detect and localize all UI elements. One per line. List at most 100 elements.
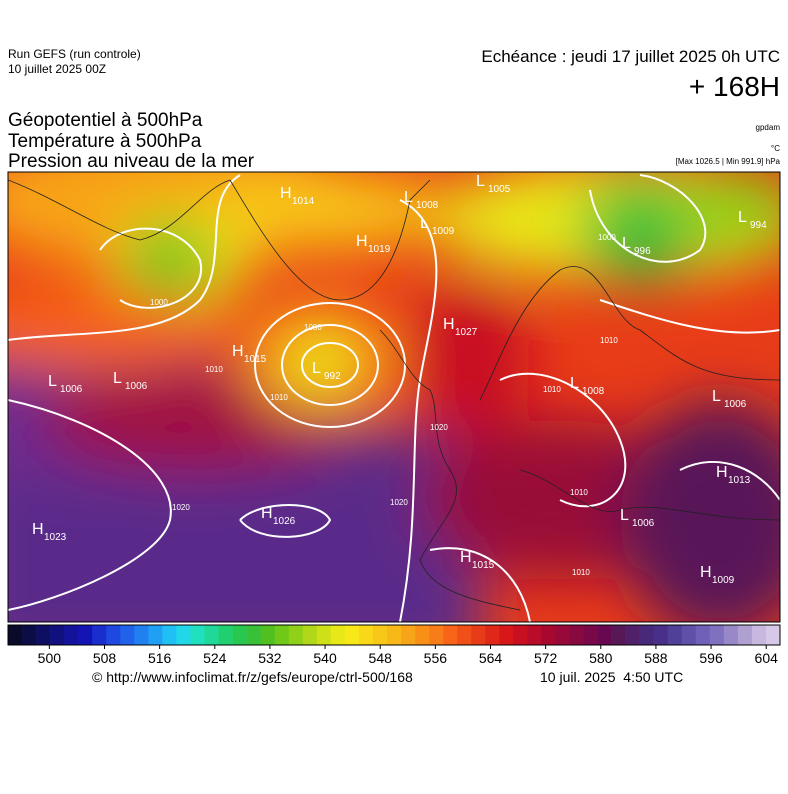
colorbar-swatch	[583, 625, 598, 645]
isobar-label: 1010	[205, 365, 223, 374]
pressure-center-value: 994	[750, 220, 767, 231]
pressure-center-letter: L	[712, 388, 721, 405]
pressure-center-letter: L	[476, 173, 485, 190]
pressure-center-value: 1008	[582, 386, 605, 397]
pressure-center-letter: L	[622, 235, 631, 252]
colorbar-swatch	[190, 625, 205, 645]
pressure-center-value: 1015	[472, 560, 495, 571]
colorbar-swatch	[471, 625, 486, 645]
colorbar-swatch	[513, 625, 528, 645]
pressure-center-letter: H	[716, 464, 728, 481]
colorbar-swatch	[204, 625, 219, 645]
colorbar-tick-label: 540	[313, 650, 337, 666]
isobar-label: 1010	[572, 568, 590, 577]
colorbar-swatch	[667, 625, 683, 645]
map	[8, 172, 780, 622]
pressure-center-value: 1009	[432, 226, 455, 237]
colorbar-tick-label: 516	[148, 650, 172, 666]
colorbar-swatch	[232, 625, 247, 645]
run-date: 10 juillet 2025 00Z	[8, 62, 106, 76]
pressure-center-value: 1019	[368, 244, 391, 255]
unit: [Max 1026.5 | Min 991.9] hPa	[676, 157, 781, 166]
isobar-label: 1010	[570, 488, 588, 497]
colorbar-swatch	[401, 625, 416, 645]
pressure-center-letter: H	[280, 185, 292, 202]
pressure-center-value: 1008	[416, 200, 439, 211]
colorbar-swatch	[218, 625, 233, 645]
colorbar-swatch	[485, 625, 500, 645]
colorbar-tick-label: 604	[755, 650, 779, 666]
colorbar-swatch	[737, 625, 753, 645]
pressure-center-value: 1013	[728, 475, 751, 486]
colorbar-swatch	[22, 625, 37, 645]
colorbar-swatch	[415, 625, 430, 645]
colorbar-swatch	[555, 625, 570, 645]
colorbar-swatch	[527, 625, 542, 645]
isobar-label: 1020	[430, 423, 448, 432]
colorbar-swatch	[723, 625, 739, 645]
colorbar-tick-label: 564	[479, 650, 503, 666]
pressure-center-value: 1023	[44, 532, 67, 543]
colorbar-swatch	[302, 625, 318, 645]
colorbar-swatch	[344, 625, 360, 645]
colorbar-swatch	[288, 625, 304, 645]
isobar-label: 1020	[390, 498, 408, 507]
run-label: Run GEFS (run controle)	[8, 47, 141, 61]
pressure-center-letter: H	[700, 564, 712, 581]
pressure-center-value: 1014	[292, 196, 315, 207]
pressure-center-letter: L	[312, 360, 321, 377]
unit: °C	[771, 144, 780, 153]
pressure-center-letter: L	[738, 209, 747, 226]
pressure-center-letter: L	[420, 215, 429, 232]
colorbar-swatch	[330, 625, 346, 645]
pressure-center-value: 1006	[60, 384, 83, 395]
pressure-center-value: 992	[324, 371, 341, 382]
colorbar-tick-label: 508	[93, 650, 117, 666]
isobar-label: 1010	[600, 336, 618, 345]
footer-url: © http://www.infoclimat.fr/z/gefs/europe…	[92, 669, 413, 685]
colorbar-tick-label: 532	[258, 650, 282, 666]
echeance: Echéance : jeudi 17 juillet 2025 0h UTC	[481, 47, 780, 66]
title: Température à 500hPa	[8, 131, 202, 152]
colorbar-swatch	[681, 625, 697, 645]
footer-generated: 10 juil. 2025 4:50 UTC	[540, 669, 683, 685]
pressure-center-letter: H	[261, 505, 273, 522]
colorbar-swatch	[625, 625, 640, 645]
pressure-center-value: 1009	[712, 575, 735, 586]
colorbar-swatch	[457, 625, 472, 645]
colorbar-tick-label: 548	[369, 650, 393, 666]
isobar-label: 1010	[543, 385, 561, 394]
pressure-center-letter: L	[570, 375, 579, 392]
pressure-center-letter: L	[620, 507, 629, 524]
colorbar-swatch	[372, 625, 388, 645]
colorbar-swatch	[358, 625, 374, 645]
colorbar-frame	[7, 624, 781, 646]
colorbar-swatch	[429, 625, 444, 645]
colorbar-swatch	[653, 625, 669, 645]
colorbar-swatch	[751, 625, 767, 645]
title: Pression au niveau de la mer	[8, 151, 255, 172]
colorbar-swatch	[443, 625, 458, 645]
isobar-label: 1010	[270, 393, 288, 402]
colorbar-tick-label: 572	[534, 650, 558, 666]
colorbar-swatch	[8, 625, 23, 645]
pressure-center-letter: H	[443, 316, 455, 333]
pressure-center-value: 1006	[125, 381, 148, 392]
colorbar-swatch	[639, 625, 654, 645]
pressure-center-value: 1005	[488, 184, 511, 195]
pressure-center-letter: H	[356, 233, 368, 250]
pressure-center-value: 1027	[455, 327, 478, 338]
colorbar-swatch	[106, 625, 121, 645]
pressure-center-value: 1006	[632, 518, 655, 529]
isobar-label: 1020	[172, 503, 190, 512]
colorbar-swatch	[597, 625, 612, 645]
colorbar-tick-label: 588	[644, 650, 668, 666]
pressure-center-letter: L	[48, 373, 57, 390]
colorbar-swatch	[709, 625, 725, 645]
colorbar-swatch	[148, 625, 163, 645]
colorbar-swatch	[541, 625, 556, 645]
colorbar-swatch	[50, 625, 65, 645]
colorbar-swatch	[78, 625, 93, 645]
unit: gpdam	[756, 123, 781, 132]
